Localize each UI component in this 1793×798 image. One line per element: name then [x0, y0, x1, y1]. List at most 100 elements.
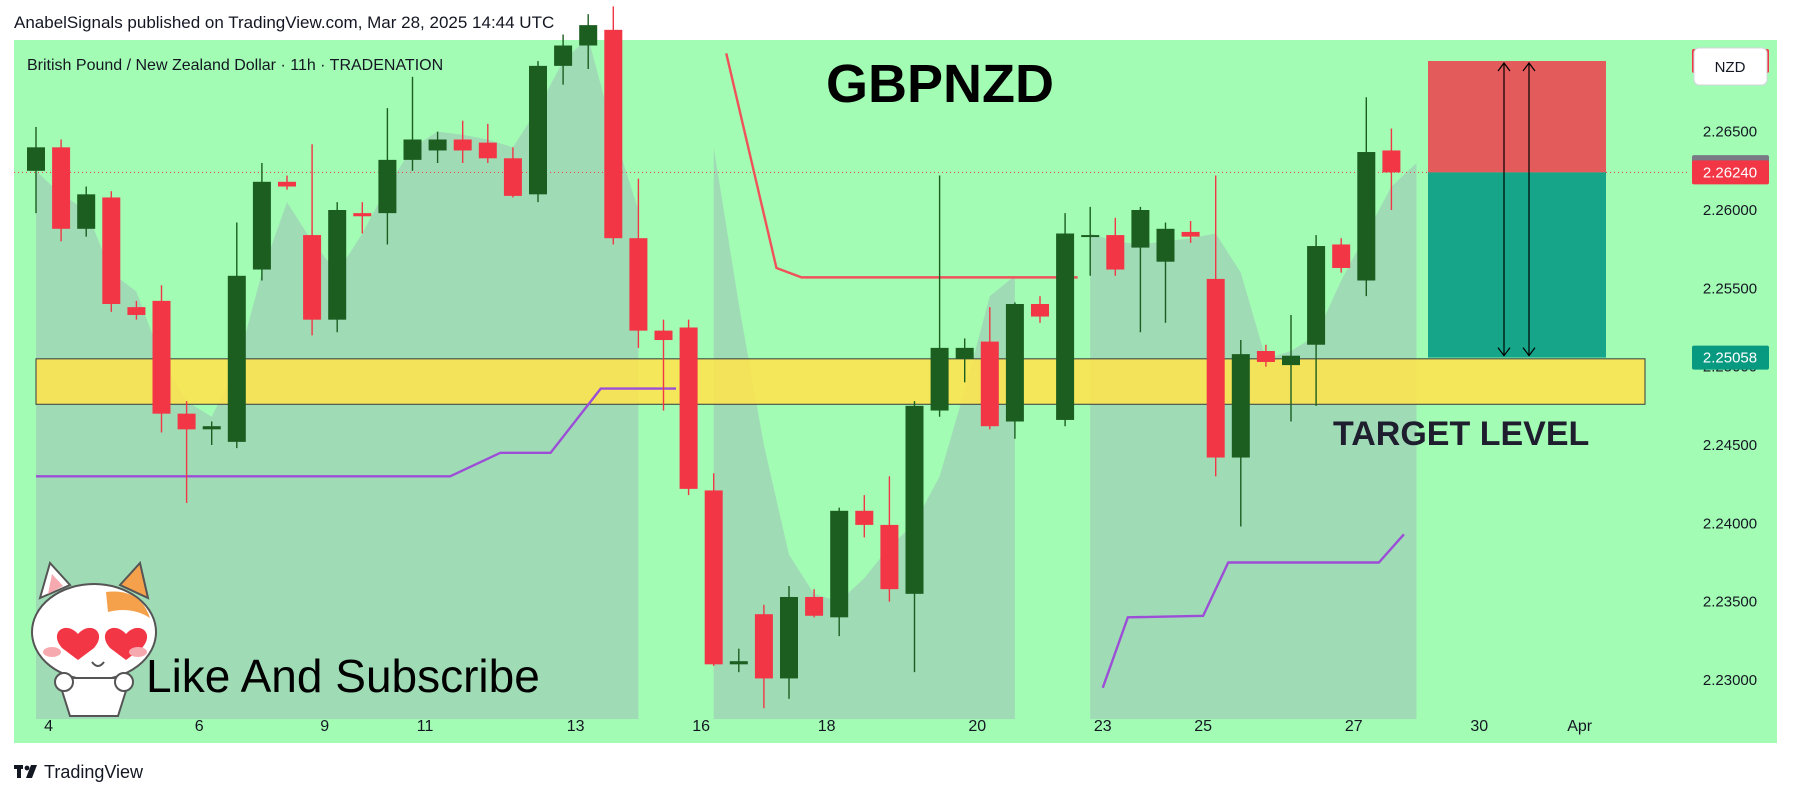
chart-ticker-title: GBPNZD — [826, 54, 1054, 114]
candle-body — [704, 490, 723, 665]
candle-body — [855, 510, 874, 525]
candle-body — [955, 347, 974, 359]
candle-body — [1005, 304, 1024, 422]
candle-body — [127, 307, 146, 315]
candle-body — [1081, 235, 1100, 238]
candle-body — [754, 614, 773, 679]
candle-body — [303, 235, 322, 320]
candle-body — [428, 139, 447, 151]
candle-body — [1307, 246, 1326, 345]
publisher-header: AnabelSignals published on TradingView.c… — [14, 13, 554, 32]
candle-body — [880, 524, 899, 590]
candle-body — [1282, 355, 1300, 366]
price-label-text: 2.26240 — [1703, 164, 1757, 181]
candle-body — [1357, 152, 1376, 281]
brand-wordmark: TradingView — [44, 762, 144, 782]
candle-body — [202, 426, 221, 430]
candle-body — [227, 275, 246, 442]
target-level-label: TARGET LEVEL — [1333, 415, 1589, 453]
candle-body — [579, 25, 598, 46]
time-tick-label: 4 — [44, 718, 53, 735]
currency-button[interactable]: NZD — [1693, 47, 1768, 86]
candle-body — [278, 181, 296, 187]
price-tick-label: 2.26500 — [1703, 124, 1757, 141]
currency-label: NZD — [1715, 59, 1746, 76]
candle-body — [1256, 351, 1275, 362]
price-tick-label: 2.23000 — [1703, 672, 1757, 689]
candle-body — [403, 139, 422, 160]
candle-body — [453, 139, 472, 151]
candle-body — [52, 147, 71, 229]
time-tick-label: 11 — [417, 718, 434, 735]
price-tick-label: 2.23500 — [1703, 594, 1757, 611]
candle-body — [604, 29, 623, 239]
candle-body — [503, 158, 522, 196]
candle-body — [629, 238, 648, 331]
price-tick-label: 2.25500 — [1703, 280, 1757, 297]
candle-body — [1382, 150, 1401, 173]
support-line — [36, 387, 677, 478]
candle-body — [529, 65, 547, 195]
price-label-text: 2.25058 — [1703, 350, 1757, 367]
price-label-badge[interactable] — [1692, 160, 1769, 185]
candle-body — [478, 142, 497, 159]
cat-heart-eyes-icon — [31, 560, 157, 717]
support-line — [1101, 533, 1405, 689]
candle-body — [1156, 228, 1175, 262]
candle-body — [554, 45, 573, 66]
symbol-description: British Pound / New Zealand Dollar · 11h… — [27, 57, 443, 74]
short-position-tool[interactable] — [1428, 61, 1606, 358]
time-tick-label: 30 — [1470, 718, 1488, 735]
arrow-head — [1522, 62, 1536, 72]
candle-body — [980, 341, 999, 427]
price-tick-label: 2.24500 — [1703, 437, 1757, 454]
target-zone — [35, 358, 1646, 405]
candle-body — [102, 197, 121, 304]
candle-body — [252, 181, 271, 270]
time-tick-label: 27 — [1345, 718, 1363, 735]
target-zone-band — [35, 358, 1646, 405]
tradingview-logo-icon — [14, 765, 37, 778]
cloud-area — [1090, 163, 1417, 720]
candle-body — [152, 300, 171, 414]
price-tick-label: 2.26000 — [1703, 202, 1757, 219]
time-tick-label: 16 — [692, 718, 710, 735]
price-tick-label: 2.24000 — [1703, 515, 1757, 532]
candle-body — [1056, 233, 1075, 420]
candle-body — [1206, 278, 1225, 458]
candle-body — [729, 661, 748, 665]
candle-body — [1231, 354, 1250, 458]
take-profit-zone[interactable] — [1428, 172, 1606, 358]
candle-body — [654, 330, 673, 341]
time-tick-label: 23 — [1094, 718, 1112, 735]
candle-body — [378, 159, 397, 214]
arrow-head — [1497, 62, 1511, 72]
candle-body — [1131, 210, 1150, 248]
time-tick-label: 25 — [1194, 718, 1212, 735]
candle-body — [679, 327, 698, 489]
time-tick-label: 9 — [320, 718, 329, 735]
cloud-area — [713, 147, 1015, 720]
time-axis[interactable]: 4 6 9 11 13 16 18 20 23 25 27 30 Apr — [44, 718, 1593, 735]
candles — [27, 6, 1401, 709]
candle-body — [930, 347, 949, 411]
candle-body — [177, 413, 196, 430]
time-tick-label: 6 — [195, 718, 204, 735]
candle-body — [77, 194, 96, 229]
candle-body — [830, 510, 849, 618]
stop-loss-zone[interactable] — [1428, 61, 1606, 173]
candle-body — [805, 596, 824, 616]
time-tick-label: 13 — [567, 718, 585, 735]
time-tick-label: Apr — [1567, 718, 1593, 735]
cta-text: Like And Subscribe — [146, 650, 540, 702]
candle-body — [328, 210, 347, 320]
arrow-head — [1497, 347, 1511, 357]
candle-body — [1031, 304, 1049, 317]
candle-body — [1106, 235, 1125, 270]
arrow-head — [1522, 347, 1536, 357]
candle-body — [780, 596, 798, 679]
time-tick-label: 18 — [818, 718, 836, 735]
price-label-badge[interactable] — [1692, 345, 1769, 370]
time-tick-label: 20 — [968, 718, 986, 735]
